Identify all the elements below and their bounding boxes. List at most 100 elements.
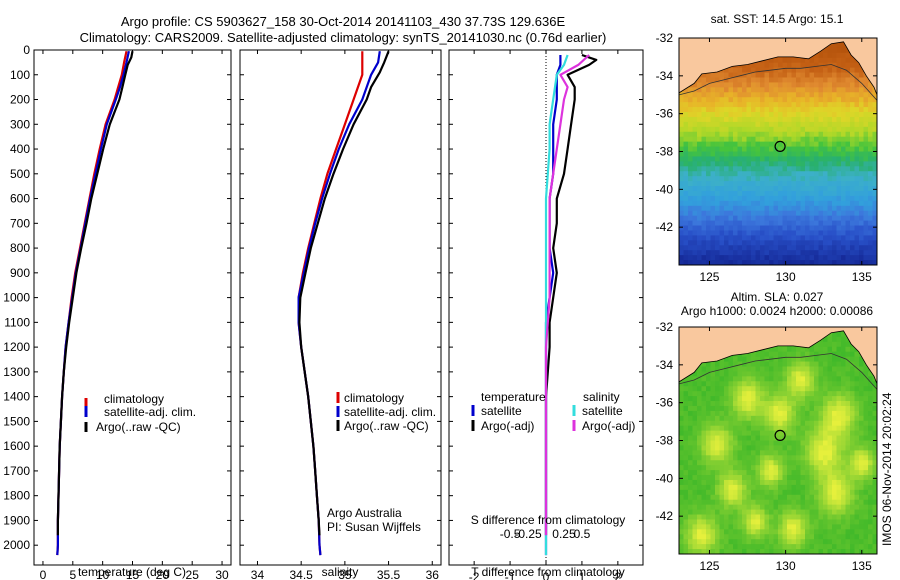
- heatmap-cell: [796, 77, 802, 84]
- heatmap-cell: [737, 151, 743, 158]
- heatmap-cell: [764, 161, 770, 167]
- shelf-contour: [679, 353, 877, 390]
- heatmap-cell: [692, 381, 698, 387]
- heatmap-cell: [710, 225, 716, 232]
- heatmap-cell: [859, 186, 865, 192]
- heatmap-cell: [746, 544, 752, 550]
- heatmap-cell: [872, 479, 877, 486]
- heatmap-cell: [751, 361, 757, 368]
- heatmap-cell: [832, 230, 838, 236]
- heatmap-cell: [701, 156, 707, 162]
- heatmap-cell: [751, 146, 757, 153]
- heatmap-cell: [746, 499, 752, 506]
- heatmap-cell: [728, 401, 734, 407]
- heatmap-cell: [773, 97, 779, 103]
- heatmap-cell: [710, 539, 716, 545]
- heatmap-cell: [791, 250, 797, 256]
- heatmap-cell: [796, 161, 802, 167]
- heatmap-cell: [688, 410, 694, 417]
- heatmap-cell: [854, 220, 860, 227]
- heatmap-cell: [868, 489, 874, 496]
- heatmap-cell: [818, 195, 824, 202]
- heatmap-cell: [737, 544, 743, 550]
- heatmap-cell: [773, 195, 779, 202]
- heatmap-cell: [791, 361, 797, 368]
- heatmap-cell: [854, 494, 860, 501]
- heatmap-cell: [769, 371, 775, 377]
- heatmap-cell: [796, 470, 802, 476]
- heatmap-cell: [787, 346, 793, 353]
- heatmap-cell: [818, 455, 824, 461]
- heatmap-cell: [706, 107, 712, 113]
- heatmap-cell: [814, 151, 820, 158]
- heatmap-cell: [742, 435, 748, 442]
- heatmap-cell: [814, 245, 820, 251]
- heatmap-cell: [715, 82, 721, 88]
- heatmap-cell: [778, 200, 784, 207]
- heatmap-cell: [805, 386, 811, 392]
- heatmap-cell: [868, 401, 874, 407]
- heatmap-cell: [863, 107, 869, 113]
- heatmap-cell: [751, 401, 757, 407]
- heatmap-cell: [742, 401, 748, 407]
- heatmap-cell: [854, 87, 860, 93]
- heatmap-cell: [742, 539, 748, 545]
- heatmap-cell: [805, 200, 811, 207]
- heatmap-cell: [854, 240, 860, 246]
- heatmap-cell: [760, 460, 766, 466]
- heatmap-cell: [706, 255, 712, 261]
- heatmap-cell: [715, 401, 721, 407]
- heatmap-cell: [764, 430, 770, 437]
- heatmap-cell: [760, 92, 766, 98]
- heatmap-cell: [733, 425, 739, 432]
- heatmap-cell: [827, 509, 833, 516]
- heatmap-cell: [782, 376, 788, 382]
- heatmap-cell: [683, 435, 689, 442]
- heatmap-cell: [814, 141, 820, 148]
- heatmap-cell: [697, 195, 703, 202]
- heatmap-cell: [710, 200, 716, 207]
- heatmap-cell: [854, 161, 860, 167]
- heatmap-cell: [832, 401, 838, 407]
- heatmap-cell: [769, 396, 775, 402]
- heatmap-cell: [827, 475, 833, 481]
- heatmap-cell: [710, 230, 716, 236]
- heatmap-cell: [796, 72, 802, 79]
- heatmap-cell: [791, 77, 797, 84]
- heatmap-cell: [746, 475, 752, 481]
- heatmap-cell: [863, 430, 869, 437]
- heatmap-cell: [760, 195, 766, 202]
- heatmap-cell: [836, 47, 842, 54]
- heatmap-cell: [733, 190, 739, 197]
- heatmap-cell: [836, 509, 842, 516]
- heatmap-cell: [814, 72, 820, 79]
- heatmap-cell: [809, 366, 815, 373]
- heatmap-cell: [737, 220, 743, 227]
- heatmap-cell: [841, 440, 847, 447]
- heatmap-cell: [746, 255, 752, 261]
- heatmap-cell: [800, 499, 806, 506]
- heatmap-cell: [827, 171, 833, 177]
- heatmap-cell: [746, 509, 752, 516]
- heatmap-cell: [679, 391, 685, 397]
- heatmap-cell: [751, 92, 757, 98]
- heatmap-cell: [841, 210, 847, 217]
- heatmap-cell: [719, 376, 725, 382]
- heatmap-cell: [787, 225, 793, 232]
- heatmap-cell: [778, 126, 784, 133]
- heatmap-cell: [796, 396, 802, 402]
- heatmap-cell: [688, 151, 694, 158]
- heatmap-cell: [755, 235, 761, 241]
- heatmap-cell: [859, 235, 865, 241]
- heatmap-cell: [773, 205, 779, 212]
- heatmap-cell: [728, 494, 734, 501]
- heatmap-cell: [692, 156, 698, 162]
- heatmap-cell: [872, 519, 877, 525]
- heatmap-cell: [760, 494, 766, 501]
- heatmap-cell: [854, 112, 860, 118]
- heatmap-cell: [850, 107, 856, 113]
- heatmap-cell: [787, 250, 793, 256]
- heatmap-cell: [764, 514, 770, 521]
- heatmap-cell: [818, 102, 824, 108]
- heatmap-cell: [863, 220, 869, 227]
